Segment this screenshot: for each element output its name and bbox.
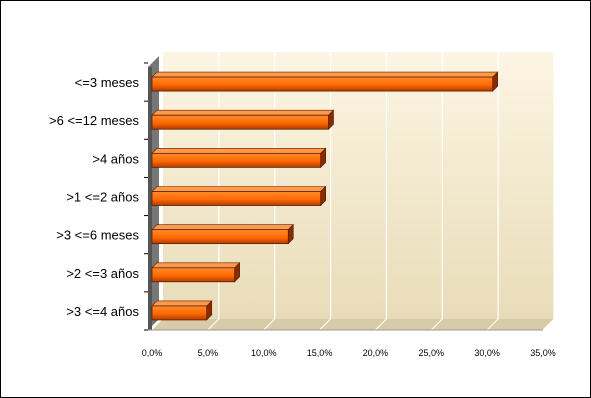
bar [151, 262, 241, 283]
x-tick-label: 0,0% [142, 348, 163, 358]
category-label: >3 <=6 meses [56, 228, 139, 243]
gridline-floor [375, 318, 387, 331]
bar-front [151, 229, 289, 245]
category-label: >6 <=12 meses [49, 113, 139, 128]
x-tick-label: 20,0% [363, 348, 389, 358]
x-tick-label: 5,0% [198, 348, 219, 358]
x-tick-label: 10,0% [251, 348, 277, 358]
gridline-floor [263, 318, 276, 331]
plot-floor [152, 319, 554, 330]
bar [151, 109, 335, 130]
bar-top [151, 71, 499, 78]
bar-front [151, 152, 322, 168]
bar [151, 147, 327, 169]
x-tick-label: 25,0% [419, 348, 445, 358]
gridline-floor [542, 318, 555, 331]
bar-front [151, 305, 208, 321]
category-label: <=3 meses [75, 75, 140, 90]
bar [151, 185, 327, 207]
bar-front [151, 114, 329, 130]
bar [151, 71, 499, 92]
bars [151, 71, 499, 321]
gridline-floor [430, 318, 443, 331]
bar [151, 223, 295, 245]
gridline-floor [486, 318, 499, 331]
x-tick-label: 30,0% [474, 348, 500, 358]
bar-top [151, 224, 295, 230]
bar-top [151, 148, 327, 154]
category-label: >3 <=4 años [66, 304, 139, 319]
bar-top [151, 109, 335, 116]
category-labels: <=3 meses >6 <=12 meses >4 años >1 <=2 años… [49, 75, 139, 319]
x-tick-labels: 0,0% 5,0% 10,0% 15,0% 20,0% 25,0% 30,0% 35,0% [142, 348, 556, 358]
category-label: >4 años [92, 151, 139, 166]
bar-front [151, 267, 236, 283]
gridline-floor [319, 318, 331, 331]
bar-top [151, 186, 327, 192]
bar-front [151, 76, 494, 92]
bar-front [151, 191, 322, 206]
gridline-floor [207, 318, 220, 331]
category-label: >2 <=3 años [66, 266, 139, 281]
x-tick-label: 35,0% [530, 348, 556, 358]
axis-wall-front [148, 67, 152, 330]
bar-top [151, 262, 241, 269]
x-tick-label: 15,0% [307, 348, 333, 358]
category-label: >1 <=2 años [66, 190, 139, 205]
bar [151, 300, 213, 321]
bar-top [151, 300, 213, 307]
